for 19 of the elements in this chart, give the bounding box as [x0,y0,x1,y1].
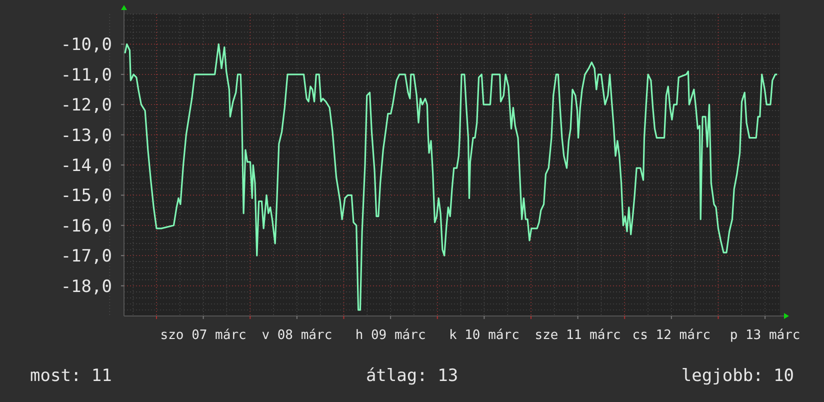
x-tick-label: k 10 márc [448,328,520,343]
x-tick-label: szo 07 márc [160,328,246,343]
x-tick-label: v 08 márc [262,328,332,343]
y-tick-label: -12,0 [60,96,112,116]
x-tick-label: h 09 márc [355,328,426,343]
y-tick-label: -15,0 [60,186,112,206]
y-tick-label: -16,0 [60,216,112,236]
x-tick-label: sze 11 márc [534,328,621,343]
y-tick-label: -11,0 [60,65,112,86]
text: most: 11 [30,366,112,386]
y-tick-label: -14,0 [60,156,112,176]
y-tick-label: -17,0 [60,246,112,267]
y-tick-label: -18,0 [60,276,112,297]
text: átlag: 13 [366,366,458,386]
y-tick-label: -13,0 [60,126,112,146]
x-tick-label: p 13 márc [730,328,800,343]
y-tick-label: -10,0 [60,35,112,56]
text: legjobb: 10 [681,366,794,386]
x-tick-label: cs 12 márc [632,328,711,343]
